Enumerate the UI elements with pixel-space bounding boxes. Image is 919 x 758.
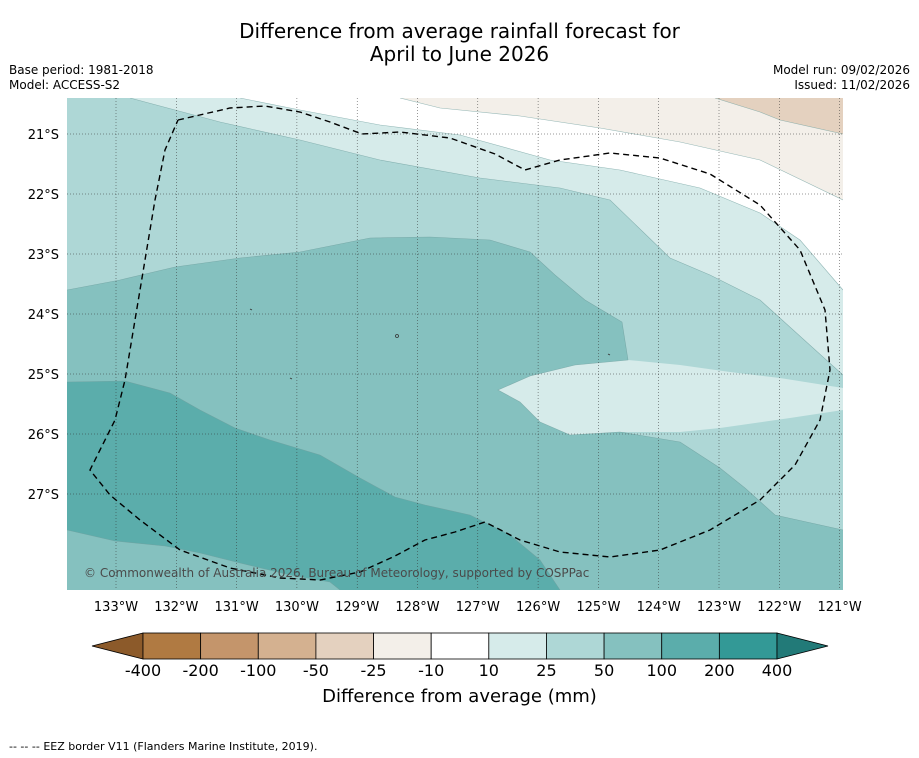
lon-label: 129°W — [335, 600, 379, 615]
lat-label: 24°S — [28, 308, 59, 323]
colorbar-tick-label: 25 — [536, 661, 556, 680]
colorbar-tick-label: -50 — [303, 661, 329, 680]
colorbar-cell — [315, 632, 374, 660]
lon-label: 124°W — [637, 600, 681, 615]
lon-label: 130°W — [275, 600, 319, 615]
colorbar-tick-label: -25 — [360, 661, 386, 680]
lon-label: 128°W — [395, 600, 439, 615]
colorbar-tick-label: -200 — [182, 661, 218, 680]
colorbar-cell — [488, 632, 547, 660]
lon-label: 126°W — [516, 600, 560, 615]
eez-legend-symbol: -- -- -- — [9, 740, 40, 753]
lon-label: 127°W — [456, 600, 500, 615]
lon-label: 132°W — [154, 600, 198, 615]
rain-band-10-25-interior — [498, 360, 843, 435]
colorbar-cell — [142, 632, 202, 660]
colorbar-tick-label: 200 — [704, 661, 735, 680]
colorbar-tick-label: -10 — [418, 661, 444, 680]
colorbar-tick-label: 400 — [762, 661, 793, 680]
model-run: Model run: 09/02/2026 — [772, 63, 910, 77]
colorbar-extend-high — [776, 632, 829, 660]
lon-label: 123°W — [697, 600, 741, 615]
map-panel — [67, 98, 843, 590]
colorbar-cell — [661, 632, 720, 660]
lat-label: 21°S — [28, 128, 59, 143]
rain-band-100-200 — [67, 381, 560, 590]
contour-lines — [67, 98, 843, 590]
colorbar-tick-label: 10 — [479, 661, 499, 680]
lon-label: 131°W — [215, 600, 259, 615]
issued-date: Issued: 11/02/2026 — [794, 78, 910, 92]
rain-band-dry-light — [400, 98, 843, 200]
colorbar-cell — [546, 632, 605, 660]
lat-label: 26°S — [28, 428, 59, 443]
map-title-line2: April to June 2026 — [369, 42, 550, 66]
lat-label: 27°S — [28, 488, 59, 503]
rain-band-neutral — [240, 98, 843, 290]
colorbar-cell — [603, 632, 663, 660]
rain-band-50-100-tongue — [67, 530, 340, 590]
lon-label: 121°W — [818, 600, 862, 615]
map-copyright: © Commonwealth of Australia 2026, Bureau… — [84, 566, 589, 580]
rain-band-dry-moderate — [715, 98, 843, 134]
model-name: Model: ACCESS-S2 — [9, 78, 121, 92]
eez-border — [89, 105, 831, 581]
footer-legend: -- -- -- EEZ border V11 (Flanders Marine… — [9, 740, 317, 753]
colorbar-cell — [718, 632, 778, 660]
colorbar-cell — [373, 632, 432, 660]
lon-label: 122°W — [757, 600, 801, 615]
lat-label: 25°S — [28, 368, 59, 383]
colorbar-cell — [257, 632, 317, 660]
colorbar-tick-label: 50 — [594, 661, 614, 680]
colorbar-cell — [430, 632, 490, 660]
map-title-line1: Difference from average rainfall forecas… — [239, 19, 680, 43]
colorbar-cell — [200, 632, 259, 660]
colorbar-tick-label: -100 — [240, 661, 276, 680]
lon-label: 125°W — [576, 600, 620, 615]
base-period: Base period: 1981-2018 — [9, 63, 154, 77]
latitude-labels: 21°S 22°S 23°S 24°S 25°S 26°S 27°S — [28, 128, 59, 503]
eez-legend-text: EEZ border V11 (Flanders Marine Institut… — [43, 740, 318, 753]
longitude-labels: 133°W 132°W 131°W 130°W 129°W 128°W 127°W 126°W… — [94, 600, 862, 615]
colorbar-extend-low — [91, 632, 144, 660]
island-marks — [249, 308, 611, 380]
colorbar-title: Difference from average (mm) — [322, 686, 597, 707]
colorbar-tick-label: 100 — [646, 661, 677, 680]
lat-label: 23°S — [28, 248, 59, 263]
lat-label: 22°S — [28, 188, 59, 203]
lon-label: 133°W — [94, 600, 138, 615]
colorbar-tick-label: -400 — [125, 661, 161, 680]
colorbar: -400 -200 -100 -50 -25 -10 10 25 50 100 200 400 — [91, 632, 829, 680]
